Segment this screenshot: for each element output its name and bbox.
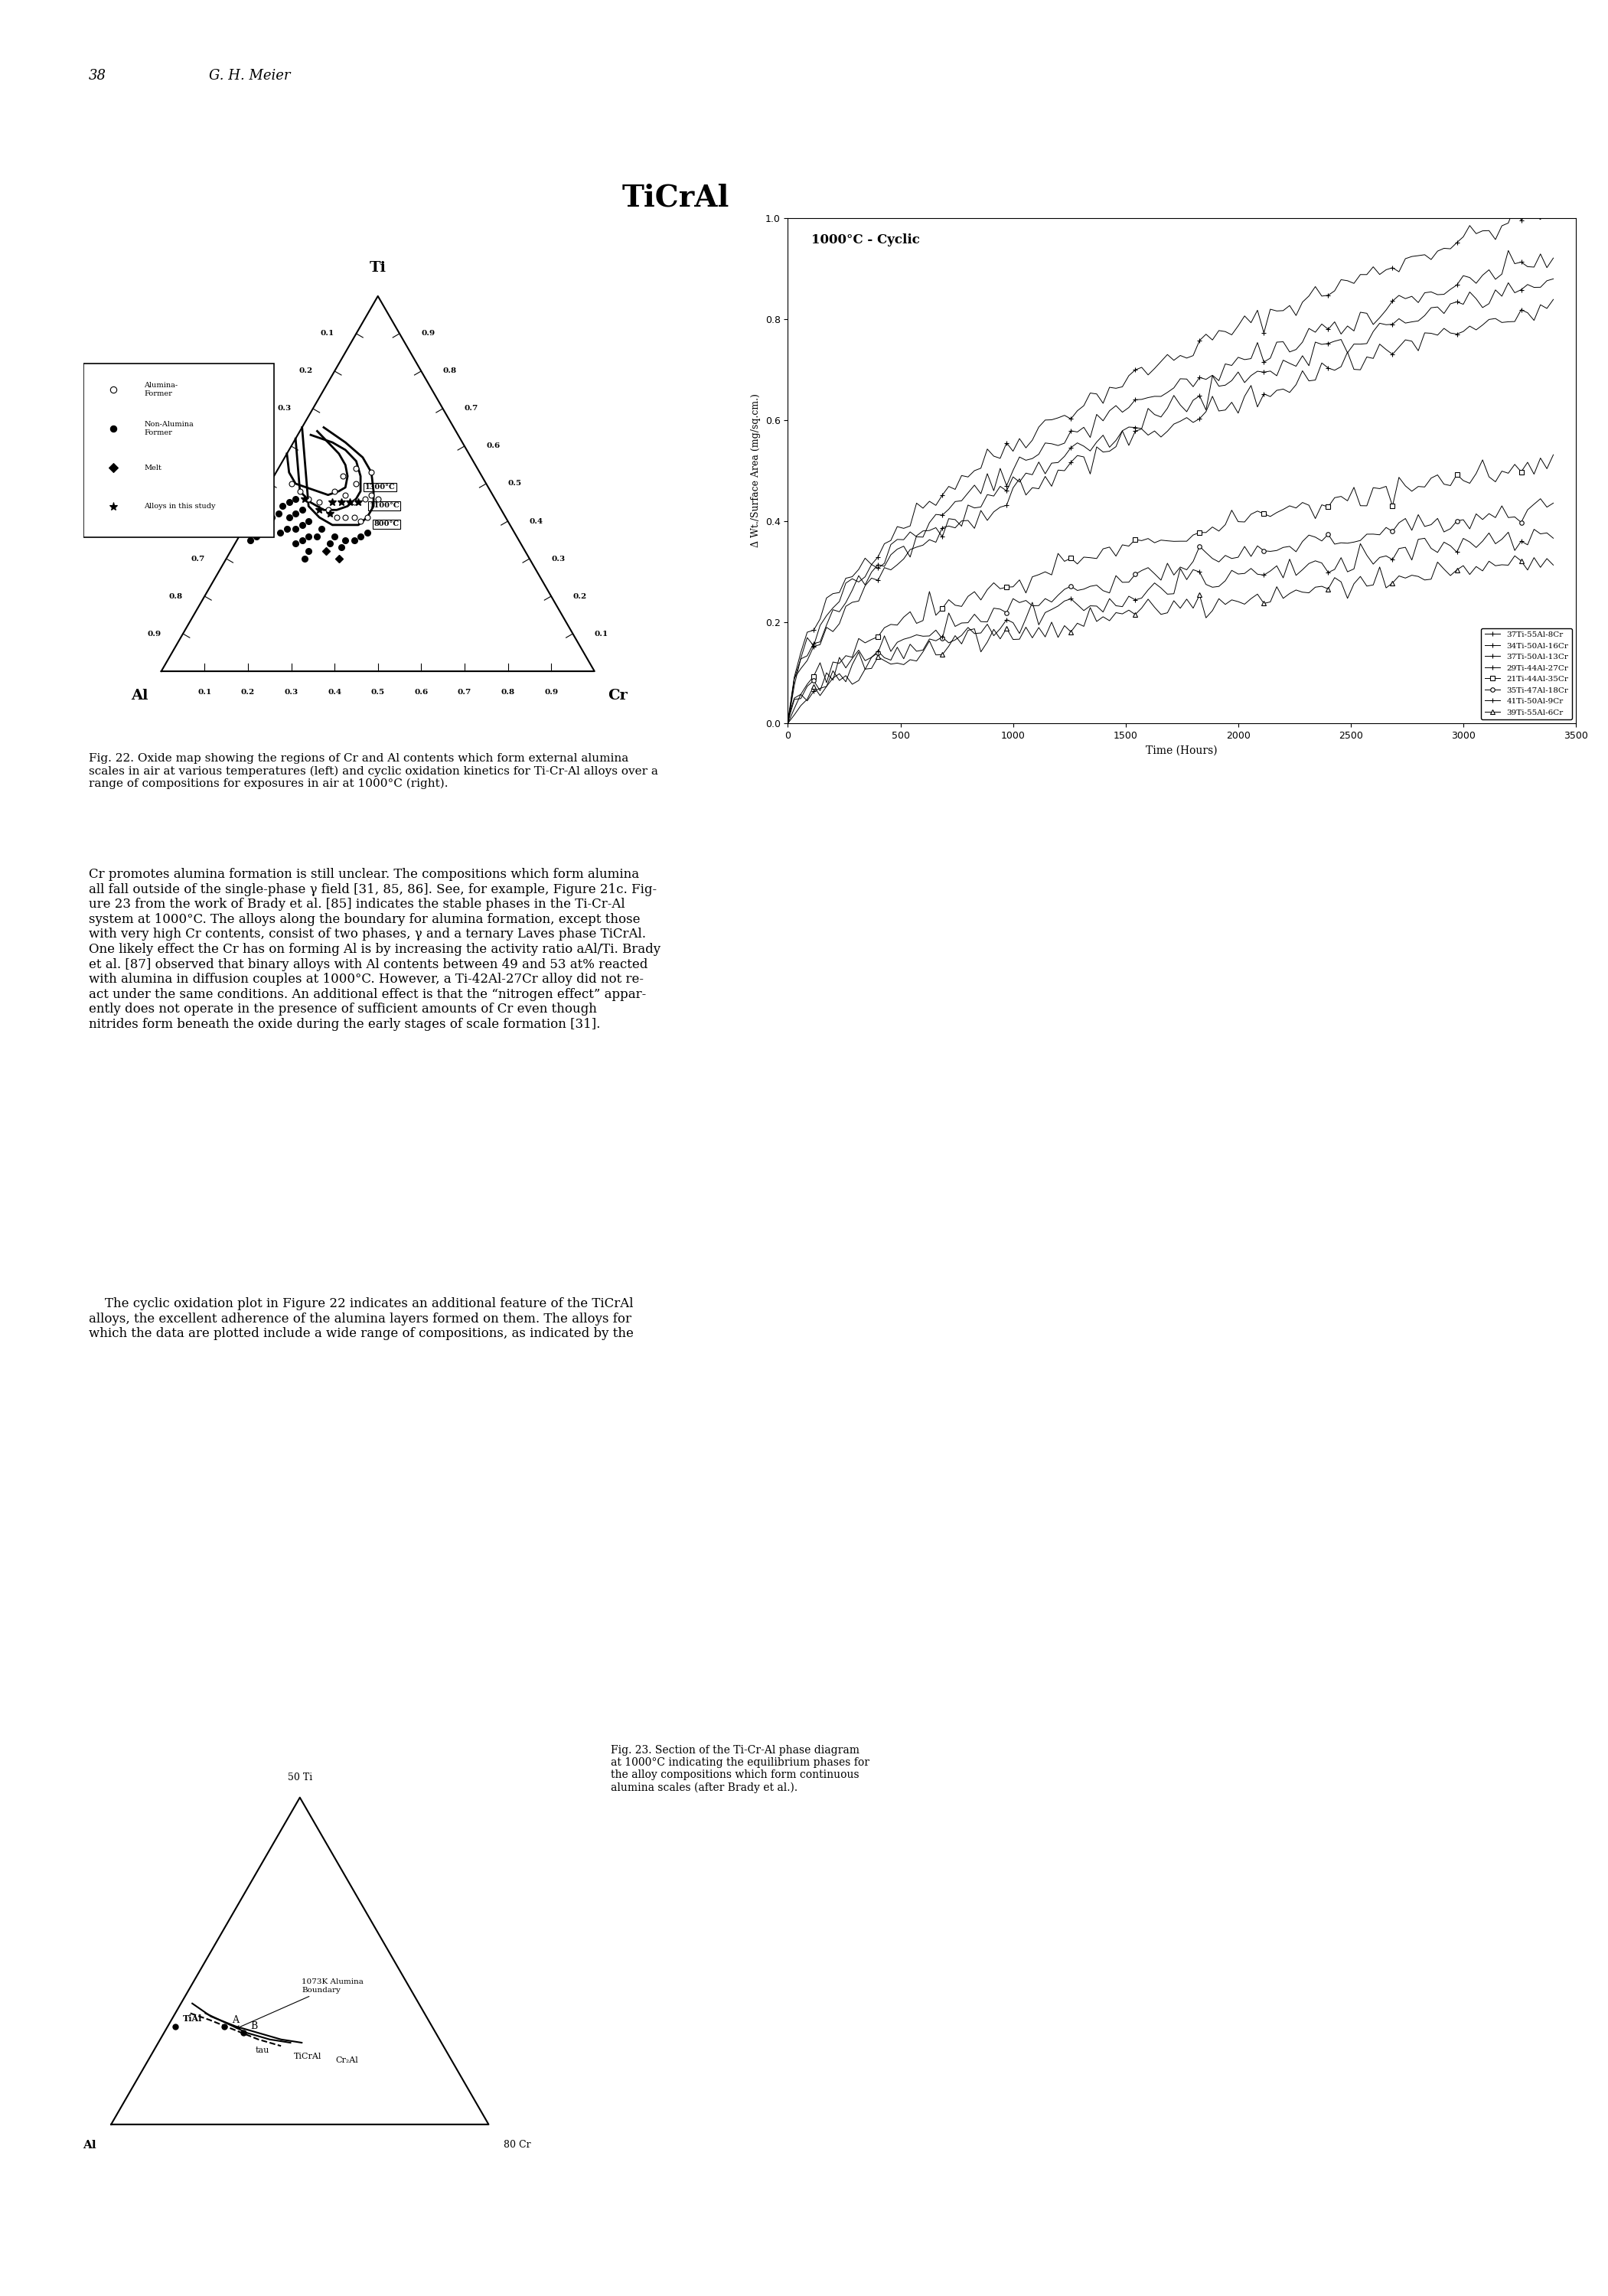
Text: 0.6: 0.6 xyxy=(212,519,227,526)
Text: 0.6: 0.6 xyxy=(486,443,500,450)
Text: 38: 38 xyxy=(88,69,106,83)
Text: 1073K Alumina
Boundary: 1073K Alumina Boundary xyxy=(236,1979,363,2030)
Y-axis label: Δ Wt./Surface Area (mg/sq.cm.): Δ Wt./Surface Area (mg/sq.cm.) xyxy=(751,395,761,546)
Text: 800°C: 800°C xyxy=(373,521,399,528)
Text: 0.3: 0.3 xyxy=(277,404,291,411)
Text: Cr: Cr xyxy=(608,689,627,703)
Text: 80 Cr: 80 Cr xyxy=(503,2140,531,2149)
Text: 0.6: 0.6 xyxy=(415,689,428,696)
Text: Cr₂Al: Cr₂Al xyxy=(336,2057,359,2064)
Text: 0.2: 0.2 xyxy=(241,689,256,696)
Text: 0.3: 0.3 xyxy=(552,556,564,563)
Text: 1100°C: 1100°C xyxy=(370,503,399,510)
Legend: 37Ti-55Al-8Cr, 34Ti-50Al-16Cr, 37Ti-50Al-13Cr, 29Ti-44Al-27Cr, 21Ti-44Al-35Cr, 3: 37Ti-55Al-8Cr, 34Ti-50Al-16Cr, 37Ti-50Al… xyxy=(1481,629,1573,719)
Text: 0.5: 0.5 xyxy=(235,480,248,487)
Text: 50 Ti: 50 Ti xyxy=(288,1773,312,1782)
Text: Fig. 22. Oxide map showing the regions of Cr and Al contents which form external: Fig. 22. Oxide map showing the regions o… xyxy=(88,753,658,790)
Text: 0.8: 0.8 xyxy=(442,367,457,374)
Text: 0.2: 0.2 xyxy=(299,367,314,374)
Text: 0.7: 0.7 xyxy=(191,556,204,563)
Text: 0.1: 0.1 xyxy=(198,689,212,696)
Text: A: A xyxy=(232,2016,240,2025)
Text: 1300°C: 1300°C xyxy=(365,484,396,491)
Text: tau: tau xyxy=(256,2046,270,2055)
Text: Fig. 23. Section of the Ti-Cr-Al phase diagram
at 1000°C indicating the equilibr: Fig. 23. Section of the Ti-Cr-Al phase d… xyxy=(611,1745,870,1793)
Text: Non-Alumina
Former: Non-Alumina Former xyxy=(145,420,193,436)
Text: 0.1: 0.1 xyxy=(320,331,334,338)
Text: 0.9: 0.9 xyxy=(544,689,558,696)
Text: 0.7: 0.7 xyxy=(465,404,479,411)
Text: The cyclic oxidation plot in Figure 22 indicates an additional feature of the Ti: The cyclic oxidation plot in Figure 22 i… xyxy=(88,1297,634,1341)
Text: 0.4: 0.4 xyxy=(256,443,270,450)
Text: Ti: Ti xyxy=(370,262,386,276)
Text: 0.9: 0.9 xyxy=(148,631,161,638)
Text: Alumina-
Former: Alumina- Former xyxy=(145,381,178,397)
Text: 0.4: 0.4 xyxy=(328,689,341,696)
Text: Melt: Melt xyxy=(145,464,161,471)
Text: 0.3: 0.3 xyxy=(285,689,297,696)
Text: 0.8: 0.8 xyxy=(169,592,183,599)
Text: 0.4: 0.4 xyxy=(529,519,544,526)
Text: Al: Al xyxy=(82,2140,96,2151)
X-axis label: Time (Hours): Time (Hours) xyxy=(1147,744,1217,755)
Text: 0.5: 0.5 xyxy=(508,480,521,487)
Text: Cr promotes alumina formation is still unclear. The compositions which form alum: Cr promotes alumina formation is still u… xyxy=(88,868,661,1031)
Text: 0.2: 0.2 xyxy=(572,592,587,599)
Text: 0.8: 0.8 xyxy=(502,689,515,696)
Text: 0.1: 0.1 xyxy=(595,631,608,638)
FancyBboxPatch shape xyxy=(84,363,273,537)
Text: 0.7: 0.7 xyxy=(458,689,471,696)
Text: B: B xyxy=(251,2020,257,2032)
Text: 1000°C - Cyclic: 1000°C - Cyclic xyxy=(812,234,920,246)
Text: 0.9: 0.9 xyxy=(421,331,436,338)
Text: G. H. Meier: G. H. Meier xyxy=(209,69,291,83)
Text: Alloys in this study: Alloys in this study xyxy=(145,503,215,510)
Text: 0.5: 0.5 xyxy=(371,689,384,696)
Text: TiAl: TiAl xyxy=(183,2014,203,2023)
Text: TiCrAl: TiCrAl xyxy=(622,184,728,214)
Text: TiCrAl: TiCrAl xyxy=(294,2053,322,2060)
Text: Al: Al xyxy=(132,689,148,703)
